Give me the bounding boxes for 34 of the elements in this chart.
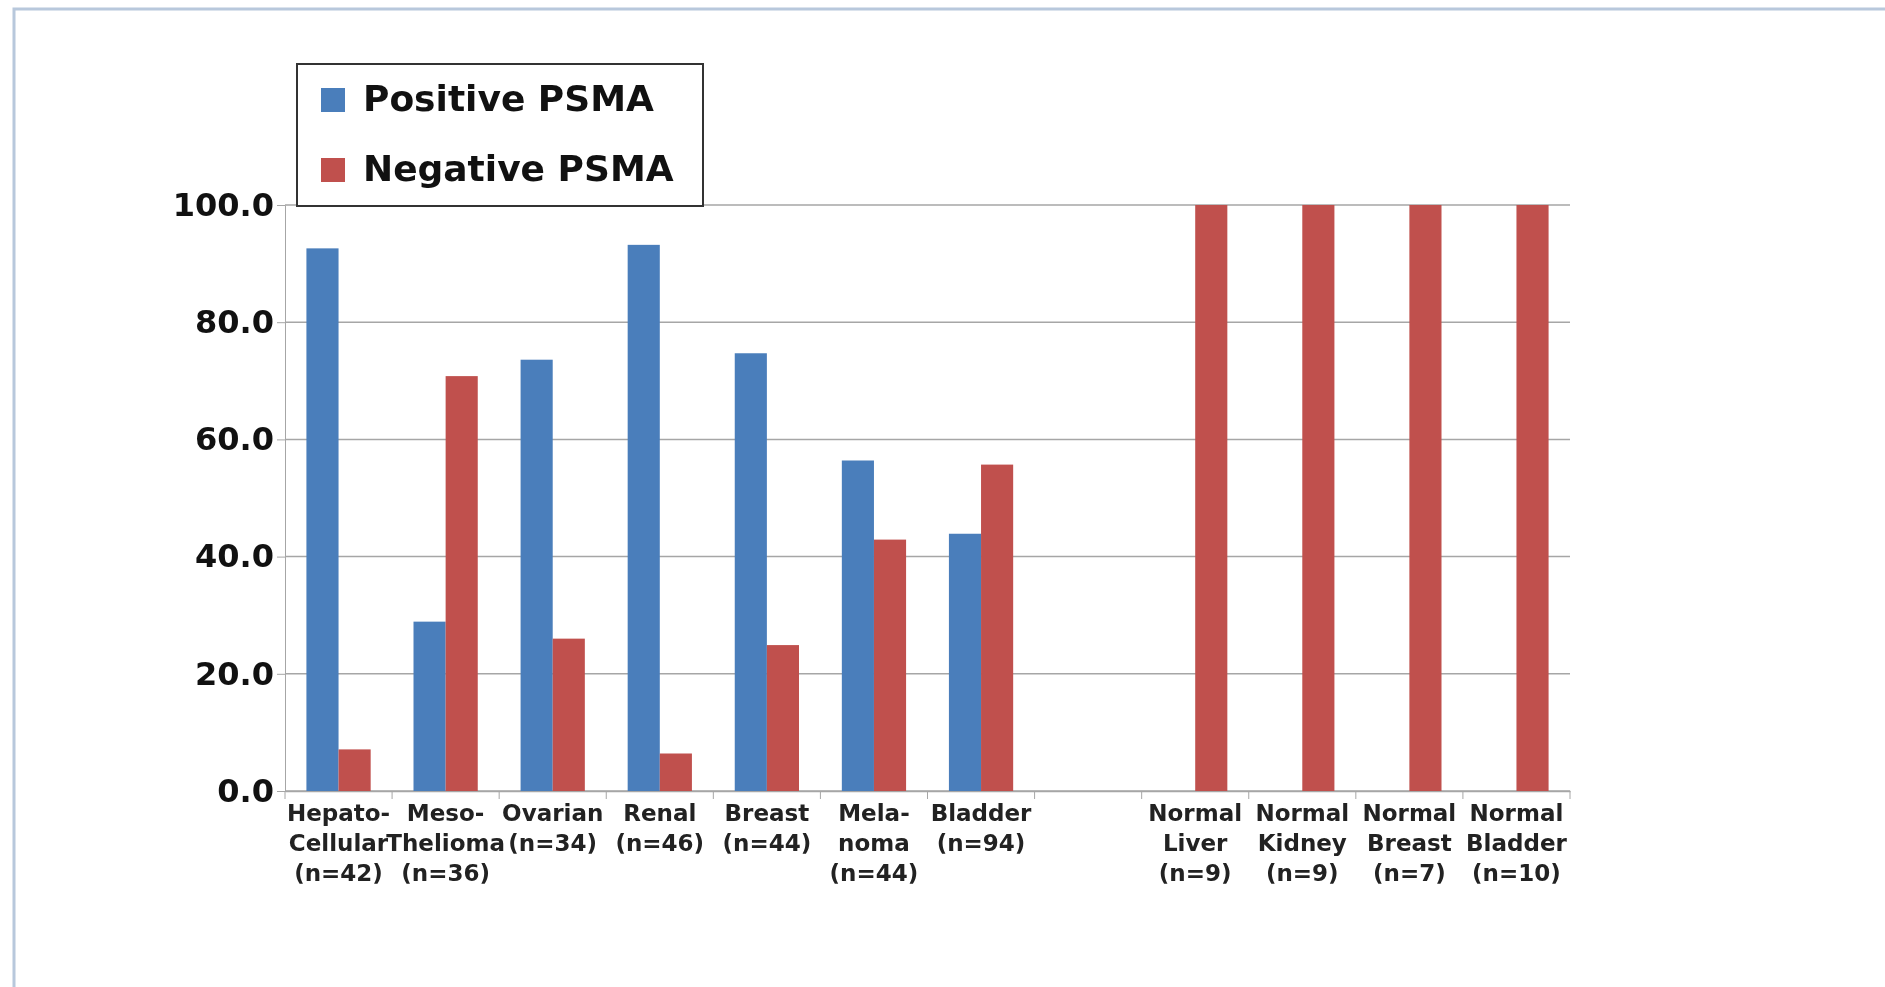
y-tick-label: 80.0 [195, 302, 274, 341]
bar [1409, 205, 1442, 791]
x-tick-label: Normal Kidney (n=9) [1255, 800, 1350, 886]
bar [552, 638, 585, 791]
bar [338, 749, 371, 791]
y-tick-label: 40.0 [195, 537, 274, 576]
bar [520, 359, 553, 791]
bar [627, 244, 660, 791]
x-tick-label: Normal Bladder (n=10) [1466, 800, 1568, 886]
bar [445, 376, 478, 791]
y-tick-label: 100.0 [172, 185, 274, 224]
bar [306, 248, 339, 791]
x-tick-label: Bladder (n=94) [930, 800, 1033, 856]
bar [766, 645, 799, 791]
y-tick-label: 60.0 [195, 420, 274, 459]
bar [413, 621, 446, 791]
bar [948, 533, 982, 791]
bar [981, 464, 1014, 791]
bar [873, 539, 907, 791]
legend-label: Positive PSMA [363, 78, 654, 119]
bar [1195, 205, 1228, 791]
y-tick-label: 0.0 [217, 771, 274, 810]
legend-label: Negative PSMA [363, 148, 674, 189]
bar [1302, 205, 1335, 791]
x-tick-label: Renal (n=46) [615, 800, 705, 856]
x-tick-label: Mela- noma (n=44) [829, 800, 919, 886]
bar [1516, 205, 1549, 791]
bar [734, 353, 767, 791]
x-tick-label: Normal Breast (n=7) [1362, 800, 1457, 886]
y-tick-label: 20.0 [195, 654, 274, 693]
x-tick-label: Breast (n=44) [722, 800, 812, 856]
bar [659, 753, 692, 791]
bar [841, 460, 874, 791]
x-tick-label: Normal Liver (n=9) [1148, 800, 1243, 886]
